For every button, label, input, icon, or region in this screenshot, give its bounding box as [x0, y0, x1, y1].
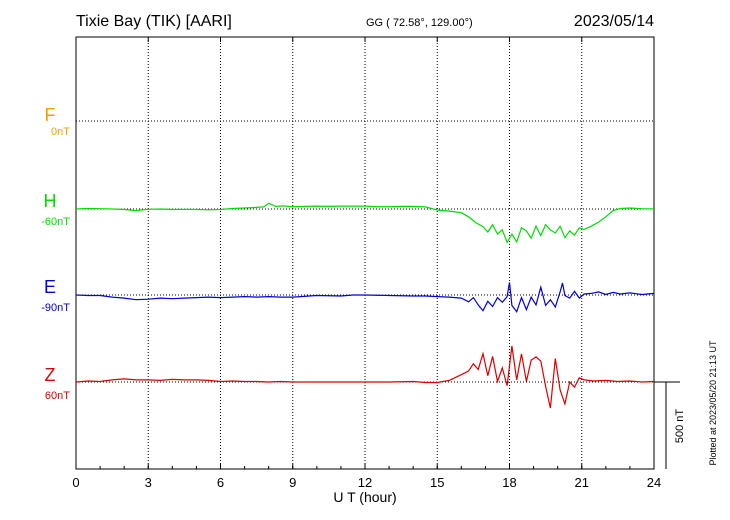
x-tick-label: 12	[358, 475, 372, 490]
series-line-h	[75, 202, 655, 244]
x-tick-label: 24	[647, 475, 661, 490]
plotted-at-label: Plotted at 2023/05/20 21:13 UT	[708, 340, 718, 466]
series-line-e	[75, 282, 655, 313]
x-tick-label: 3	[145, 475, 152, 490]
series-line-z	[75, 345, 655, 409]
coordinates-label: GG ( 72.58°, 129.00°)	[366, 17, 473, 29]
series-name-z: Z	[45, 365, 56, 385]
x-tick-label: 0	[72, 475, 79, 490]
x-axis: 0 3 6 9 12 15 18 21 24	[72, 37, 661, 490]
series-name-e: E	[44, 277, 56, 297]
x-tick-label: 18	[502, 475, 516, 490]
station-title: Tixie Bay (TIK) [AARI]	[76, 13, 232, 30]
series-offset-e: -90nT	[41, 302, 70, 314]
x-tick-label: 15	[430, 475, 444, 490]
x-axis-title: U T (hour)	[333, 489, 396, 505]
plot-date: 2023/05/14	[574, 13, 654, 30]
series-offset-z: 60nT	[45, 390, 70, 402]
series-offset-f: 0nT	[51, 126, 70, 138]
series-offset-h: -60nT	[41, 216, 70, 228]
scale-bar: 500 nT	[654, 381, 686, 469]
series-lines	[75, 202, 655, 409]
grid	[76, 37, 654, 469]
x-tick-label: 9	[289, 475, 296, 490]
x-tick-label: 6	[217, 475, 224, 490]
series-name-h: H	[44, 191, 57, 211]
x-tick-label: 21	[575, 475, 589, 490]
series-name-f: F	[45, 105, 56, 125]
scale-bar-label: 500 nT	[674, 409, 686, 444]
